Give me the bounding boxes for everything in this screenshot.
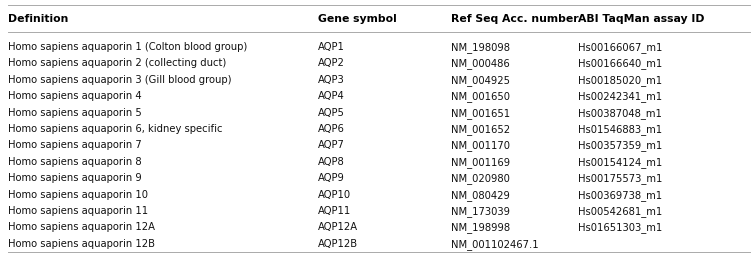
Text: AQP8: AQP8 — [318, 157, 345, 167]
Text: Homo sapiens aquaporin 7: Homo sapiens aquaporin 7 — [8, 140, 142, 150]
Text: Definition: Definition — [8, 14, 68, 24]
Text: AQP2: AQP2 — [318, 58, 345, 68]
Text: Homo sapiens aquaporin 12B: Homo sapiens aquaporin 12B — [8, 239, 155, 249]
Text: AQP6: AQP6 — [318, 124, 345, 134]
Text: Homo sapiens aquaporin 1 (Colton blood group): Homo sapiens aquaporin 1 (Colton blood g… — [8, 42, 247, 52]
Text: NM_001651: NM_001651 — [451, 108, 510, 118]
Text: Hs00542681_m1: Hs00542681_m1 — [578, 206, 662, 217]
Text: NM_198098: NM_198098 — [451, 42, 510, 53]
Text: Hs00369738_m1: Hs00369738_m1 — [578, 190, 662, 200]
Text: Homo sapiens aquaporin 2 (collecting duct): Homo sapiens aquaporin 2 (collecting duc… — [8, 58, 226, 68]
Text: Ref Seq Acc. number: Ref Seq Acc. number — [451, 14, 578, 24]
Text: NM_001650: NM_001650 — [451, 91, 510, 102]
Text: Hs00166067_m1: Hs00166067_m1 — [578, 42, 662, 53]
Text: Homo sapiens aquaporin 9: Homo sapiens aquaporin 9 — [8, 173, 142, 183]
Text: Homo sapiens aquaporin 3 (Gill blood group): Homo sapiens aquaporin 3 (Gill blood gro… — [8, 75, 231, 85]
Text: AQP7: AQP7 — [318, 140, 345, 150]
Text: Hs00387048_m1: Hs00387048_m1 — [578, 108, 662, 118]
Text: AQP4: AQP4 — [318, 91, 345, 101]
Text: NM_198998: NM_198998 — [451, 222, 510, 233]
Text: AQP11: AQP11 — [318, 206, 352, 216]
Text: Homo sapiens aquaporin 10: Homo sapiens aquaporin 10 — [8, 190, 148, 200]
Text: NM_001170: NM_001170 — [451, 140, 510, 151]
Text: AQP5: AQP5 — [318, 108, 345, 118]
Text: NM_004925: NM_004925 — [451, 75, 510, 86]
Text: NM_020980: NM_020980 — [451, 173, 510, 184]
Text: NM_173039: NM_173039 — [451, 206, 510, 217]
Text: NM_000486: NM_000486 — [451, 58, 510, 69]
Text: Hs00357359_m1: Hs00357359_m1 — [578, 140, 662, 151]
Text: Homo sapiens aquaporin 8: Homo sapiens aquaporin 8 — [8, 157, 141, 167]
Text: AQP1: AQP1 — [318, 42, 345, 52]
Text: AQP3: AQP3 — [318, 75, 345, 85]
Text: Hs01651303_m1: Hs01651303_m1 — [578, 222, 662, 233]
Text: NM_001169: NM_001169 — [451, 157, 510, 168]
Text: Homo sapiens aquaporin 11: Homo sapiens aquaporin 11 — [8, 206, 148, 216]
Text: Hs00242341_m1: Hs00242341_m1 — [578, 91, 662, 102]
Text: NM_001652: NM_001652 — [451, 124, 510, 135]
Text: Gene symbol: Gene symbol — [318, 14, 397, 24]
Text: Homo sapiens aquaporin 4: Homo sapiens aquaporin 4 — [8, 91, 141, 101]
Text: NM_080429: NM_080429 — [451, 190, 510, 200]
Text: AQP12B: AQP12B — [318, 239, 358, 249]
Text: Hs00185020_m1: Hs00185020_m1 — [578, 75, 662, 86]
Text: AQP9: AQP9 — [318, 173, 345, 183]
Text: Hs00154124_m1: Hs00154124_m1 — [578, 157, 662, 168]
Text: Hs01546883_m1: Hs01546883_m1 — [578, 124, 662, 135]
Text: Hs00166640_m1: Hs00166640_m1 — [578, 58, 662, 69]
Text: Homo sapiens aquaporin 12A: Homo sapiens aquaporin 12A — [8, 222, 155, 232]
Text: Homo sapiens aquaporin 6, kidney specific: Homo sapiens aquaporin 6, kidney specifi… — [8, 124, 222, 134]
Text: NM_001102467.1: NM_001102467.1 — [451, 239, 538, 250]
Text: Hs00175573_m1: Hs00175573_m1 — [578, 173, 662, 184]
Text: AQP12A: AQP12A — [318, 222, 358, 232]
Text: Homo sapiens aquaporin 5: Homo sapiens aquaporin 5 — [8, 108, 142, 118]
Text: AQP10: AQP10 — [318, 190, 351, 200]
Text: ABI TaqMan assay ID: ABI TaqMan assay ID — [578, 14, 705, 24]
